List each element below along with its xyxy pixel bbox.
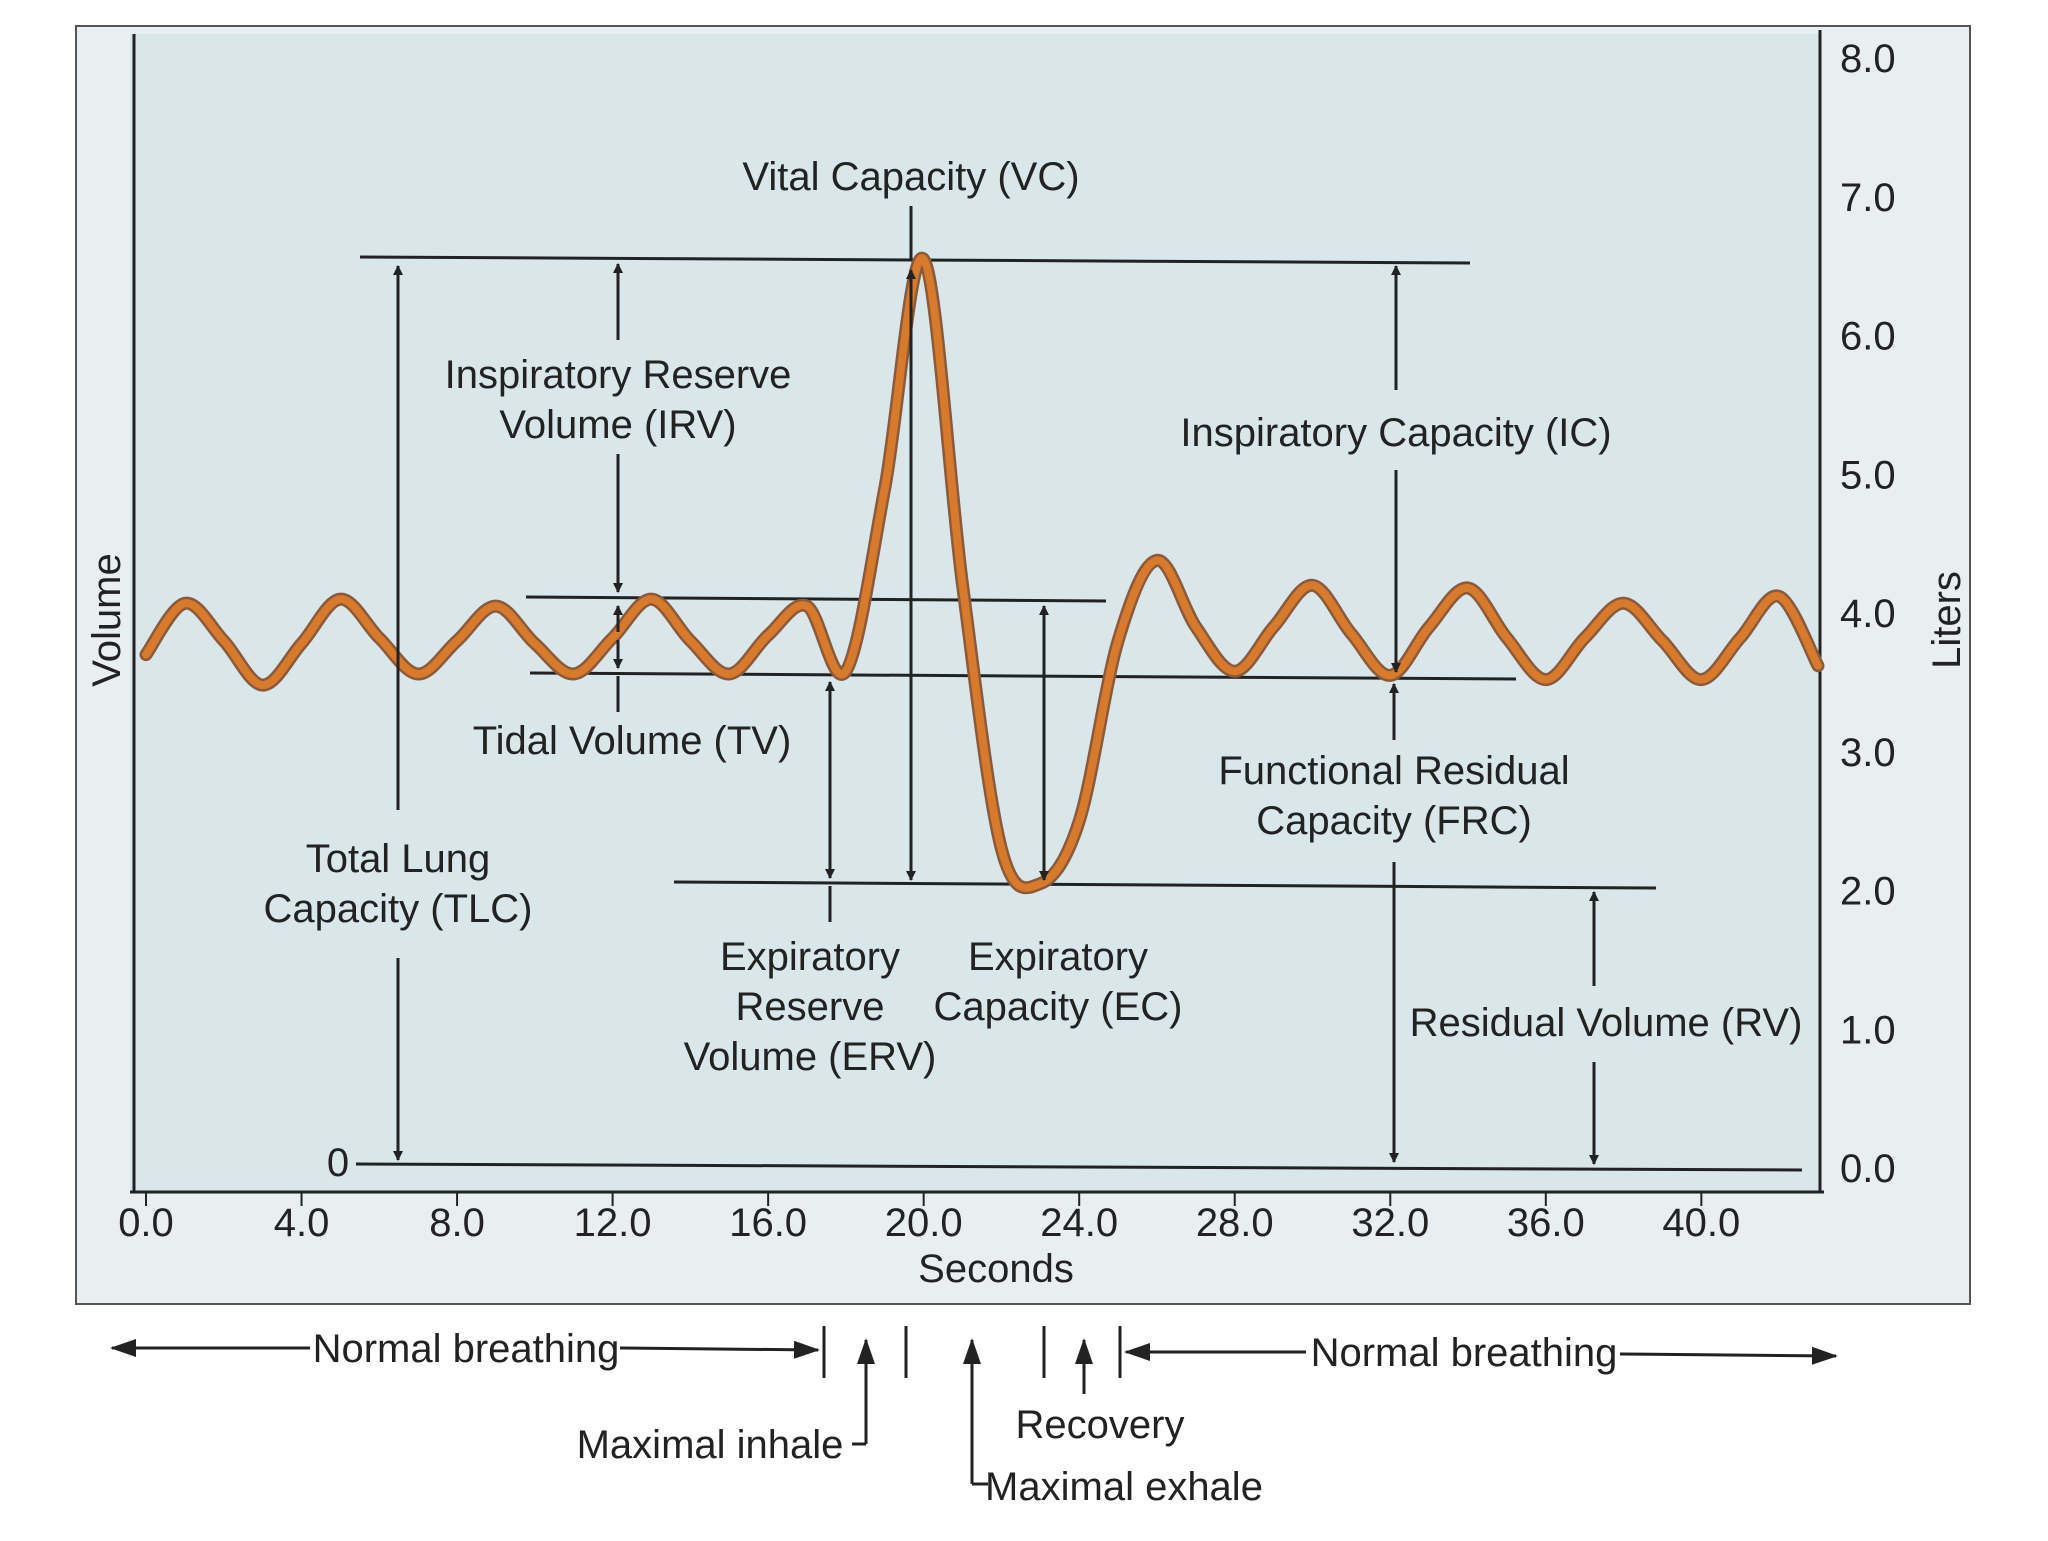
y-tick-label: 1.0	[1840, 1008, 1896, 1052]
ic-label: Inspiratory Capacity (IC)	[1180, 411, 1611, 455]
y-tick-label: 6.0	[1840, 315, 1896, 359]
y-tick-label: 7.0	[1840, 176, 1896, 220]
x-tick-label: 4.0	[274, 1201, 330, 1245]
x-axis-title: Seconds	[918, 1247, 1074, 1291]
x-tick-label: 12.0	[574, 1201, 652, 1245]
max-exhale-line	[673, 880, 1657, 890]
x-tick-label: 16.0	[729, 1201, 807, 1245]
ec-label-line2: Capacity (EC)	[934, 985, 1183, 1029]
erv-label-line1: Expiratory	[720, 935, 900, 979]
recovery-label: Recovery	[1016, 1403, 1185, 1447]
tlc-label-line1: Total Lung	[306, 837, 491, 881]
y-tick-label: 4.0	[1840, 592, 1896, 636]
volume-trace	[142, 254, 1822, 892]
tv-label: Tidal Volume (TV)	[473, 719, 792, 763]
x-axis-ticks: 0.0 4.0 8.0 12.0 16.0 20.0 24.0 28.0 32.0 36.0 40.…	[118, 1192, 1740, 1245]
y-tick-label: 8.0	[1840, 37, 1896, 81]
frc-label-line1: Functional Residual	[1218, 749, 1569, 793]
x-tick-label: 20.0	[885, 1201, 963, 1245]
x-tick-label: 36.0	[1507, 1201, 1585, 1245]
normal-breathing-right-arrow-right	[1619, 1346, 1838, 1365]
frc-label-line2: Capacity (FRC)	[1256, 799, 1532, 843]
frc-line	[529, 671, 1517, 681]
x-tick-label: 28.0	[1196, 1201, 1274, 1245]
x-tick-label: 32.0	[1351, 1201, 1429, 1245]
plot-area	[130, 34, 1820, 1194]
tlc-label-line2: Capacity (TLC)	[264, 887, 533, 931]
normal-breathing-left-arrow-right	[619, 1340, 820, 1359]
y-tick-label: 5.0	[1840, 453, 1896, 497]
y-axis-left-title: Volume	[85, 553, 129, 686]
irv-label-line1: Inspiratory Reserve	[445, 353, 792, 397]
normal-breathing-left-label: Normal breathing	[313, 1327, 620, 1371]
y-tick-label: 0.0	[1840, 1147, 1896, 1191]
x-tick-label: 24.0	[1040, 1201, 1118, 1245]
x-tick-label: 0.0	[118, 1201, 174, 1245]
y-axis-left-zero-label: 0	[327, 1141, 349, 1185]
y-axis-ticks: 0.0 1.0 2.0 3.0 4.0 5.0 6.0 7.0 8.0	[1840, 37, 1896, 1191]
vc-label: Vital Capacity (VC)	[742, 155, 1079, 199]
y-tick-label: 3.0	[1840, 731, 1896, 775]
y-tick-label: 2.0	[1840, 870, 1896, 914]
maximal-inhale-label: Maximal inhale	[577, 1423, 844, 1467]
normal-breathing-right-label: Normal breathing	[1311, 1331, 1618, 1375]
rv-label: Residual Volume (RV)	[1410, 1001, 1803, 1045]
zero-baseline	[355, 1162, 1803, 1172]
maximal-exhale-label: Maximal exhale	[985, 1465, 1263, 1509]
erv-label-line2: Reserve	[736, 985, 885, 1029]
ec-label-line1: Expiratory	[968, 935, 1148, 979]
erv-label-line3: Volume (ERV)	[684, 1035, 937, 1079]
x-tick-label: 8.0	[429, 1201, 485, 1245]
x-tick-label: 40.0	[1662, 1201, 1740, 1245]
tidal-peak-line	[525, 595, 1107, 603]
y-axis-right-title: Liters	[1925, 571, 1969, 669]
irv-label-line2: Volume (IRV)	[499, 403, 736, 447]
